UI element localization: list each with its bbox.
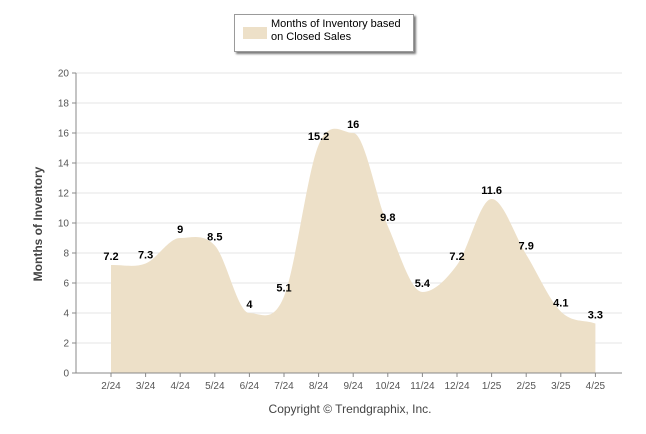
y-tick-label: 4 <box>63 309 69 320</box>
x-tick-label: 9/24 <box>343 381 363 392</box>
y-tick-label: 16 <box>58 129 70 140</box>
data-label: 9.8 <box>380 212 395 224</box>
data-label: 4 <box>246 299 253 311</box>
x-tick-label: 7/24 <box>274 381 294 392</box>
legend: Months of Inventory based on Closed Sale… <box>234 14 414 52</box>
data-label: 16 <box>347 119 359 131</box>
x-tick-label: 4/24 <box>170 381 190 392</box>
y-tick-label: 8 <box>63 249 69 260</box>
data-label: 3.3 <box>588 310 603 322</box>
data-label: 5.1 <box>276 283 291 295</box>
y-tick-label: 20 <box>58 69 70 80</box>
data-label: 7.2 <box>103 251 118 263</box>
y-tick-label: 10 <box>58 219 70 230</box>
series-area <box>111 128 596 373</box>
y-axis-ticks: 0 2 4 6 8 10 12 14 16 18 20 <box>58 69 77 380</box>
x-tick-label: 6/24 <box>240 381 260 392</box>
y-tick-label: 12 <box>58 189 70 200</box>
y-axis-label: Months of Inventory <box>31 166 45 281</box>
y-tick-label: 6 <box>63 279 69 290</box>
y-tick-label: 0 <box>63 369 69 380</box>
legend-swatch <box>243 27 267 39</box>
x-tick-label: 5/24 <box>205 381 225 392</box>
data-label: 8.5 <box>207 232 222 244</box>
x-tick-label: 2/24 <box>101 381 121 392</box>
data-label: 11.6 <box>481 185 502 197</box>
data-label: 4.1 <box>553 298 568 310</box>
data-label: 9 <box>177 224 183 236</box>
copyright-text: Copyright © Trendgraphix, Inc. <box>268 402 432 416</box>
x-tick-label: 4/25 <box>586 381 606 392</box>
data-label: 7.9 <box>519 241 534 253</box>
data-label: 15.2 <box>308 131 329 143</box>
data-labels: 7.2 7.3 9 8.5 4 5.1 15.2 16 9.8 5.4 7.2 11.6 7.9 4.1 3… <box>103 119 603 322</box>
data-label: 7.3 <box>138 250 153 262</box>
x-tick-label: 8/24 <box>309 381 329 392</box>
x-tick-label: 3/25 <box>551 381 571 392</box>
x-tick-label: 3/24 <box>136 381 156 392</box>
x-tick-label: 10/24 <box>375 381 400 392</box>
x-tick-label: 12/24 <box>444 381 469 392</box>
x-axis: 2/24 3/24 4/24 5/24 6/24 7/24 8/24 9/24 10/24 11/… <box>76 372 622 392</box>
legend-label: Months of Inventory based on Closed Sale… <box>271 18 401 43</box>
y-tick-label: 2 <box>63 339 69 350</box>
y-tick-label: 14 <box>58 159 70 170</box>
x-tick-label: 1/25 <box>482 381 502 392</box>
y-tick-label: 18 <box>58 99 70 110</box>
x-tick-label: 11/24 <box>410 381 435 392</box>
x-tick-label: 2/25 <box>516 381 536 392</box>
data-label: 7.2 <box>449 251 464 263</box>
data-label: 5.4 <box>415 278 431 290</box>
